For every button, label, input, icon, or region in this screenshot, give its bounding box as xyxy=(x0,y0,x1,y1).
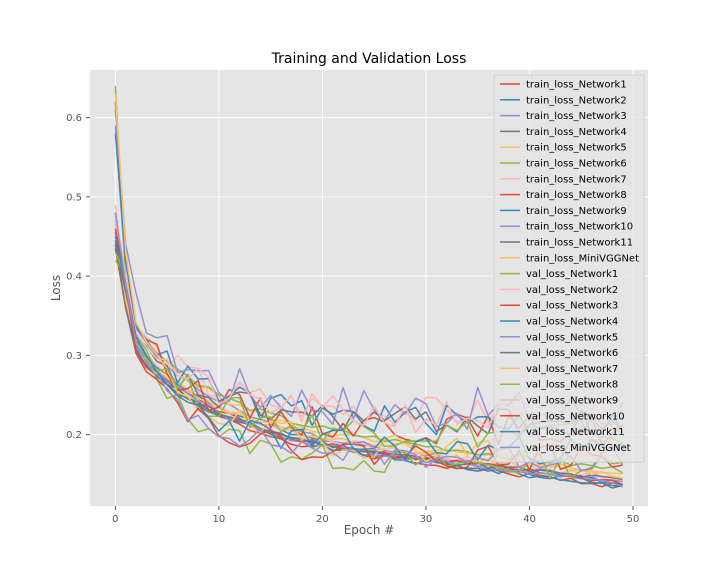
legend-entry: train_loss_MiniVGGNet xyxy=(526,253,639,264)
legend-entry: train_loss_Network2 xyxy=(526,95,627,106)
axis-ticks: 0 10 20 30 40 50 0.2 0.3 0.4 0.5 0.6 xyxy=(66,113,639,525)
legend-entry: val_loss_Network5 xyxy=(526,332,618,343)
x-tick-label: 10 xyxy=(213,514,226,525)
legend-entry: train_loss_Network5 xyxy=(526,143,627,154)
legend-entry: val_loss_Network10 xyxy=(526,411,625,422)
legend-box xyxy=(493,74,645,463)
x-tick-label: 40 xyxy=(523,514,536,525)
legend-entry: train_loss_Network9 xyxy=(526,206,627,217)
x-tick-label: 50 xyxy=(627,514,640,525)
series-line-train-loss-network7 xyxy=(114,204,623,480)
series-line-train-loss-network8 xyxy=(114,232,623,486)
legend-entry: val_loss_Network3 xyxy=(526,301,618,312)
legend-entry: train_loss_Network6 xyxy=(526,159,627,170)
y-tick-label: 0.2 xyxy=(66,430,82,441)
chart-title: Training and Validation Loss xyxy=(271,51,467,67)
y-tick-label: 0.6 xyxy=(66,113,82,124)
y-tick-label: 0.3 xyxy=(66,351,82,362)
series-line-train-loss-network11 xyxy=(114,240,623,481)
legend-entry: train_loss_Network7 xyxy=(526,174,627,185)
y-tick-label: 0.5 xyxy=(66,192,82,203)
legend-entry: train_loss_Network4 xyxy=(526,127,627,138)
legend-entry: train_loss_Network8 xyxy=(526,190,627,201)
x-tick-label: 30 xyxy=(420,514,433,525)
legend-entry: train_loss_Network3 xyxy=(526,111,627,122)
series-line-val-loss-network11 xyxy=(114,236,623,465)
series-line-train-loss-minivggnet xyxy=(114,228,623,479)
legend: train_loss_Network1 train_loss_Network2tr… xyxy=(493,74,645,463)
legend-entry: train_loss_Network1 xyxy=(526,80,627,91)
x-axis-label: Epoch # xyxy=(344,523,395,537)
legend-entry: val_loss_Network7 xyxy=(526,364,618,375)
series-line-train-loss-network10 xyxy=(114,220,623,487)
legend-entry: train_loss_Network10 xyxy=(526,222,633,233)
legend-entry: val_loss_Network1 xyxy=(526,269,618,280)
legend-entry: val_loss_Network11 xyxy=(526,427,625,438)
legend-entry: val_loss_Network2 xyxy=(526,285,618,296)
x-tick-label: 20 xyxy=(316,514,329,525)
legend-entry: val_loss_Network6 xyxy=(526,348,618,359)
series-line-val-loss-minivggnet xyxy=(114,212,624,472)
legend-entry: train_loss_Network11 xyxy=(526,238,633,249)
legend-entry: val_loss_Network8 xyxy=(526,380,618,391)
y-tick-label: 0.4 xyxy=(66,272,82,283)
legend-entry: val_loss_Network9 xyxy=(526,396,618,407)
x-tick-label: 0 xyxy=(112,514,118,525)
legend-entry: val_loss_MiniVGGNet xyxy=(526,443,631,454)
legend-entry: val_loss_Network4 xyxy=(526,317,618,328)
y-axis-label: Loss xyxy=(49,275,63,301)
